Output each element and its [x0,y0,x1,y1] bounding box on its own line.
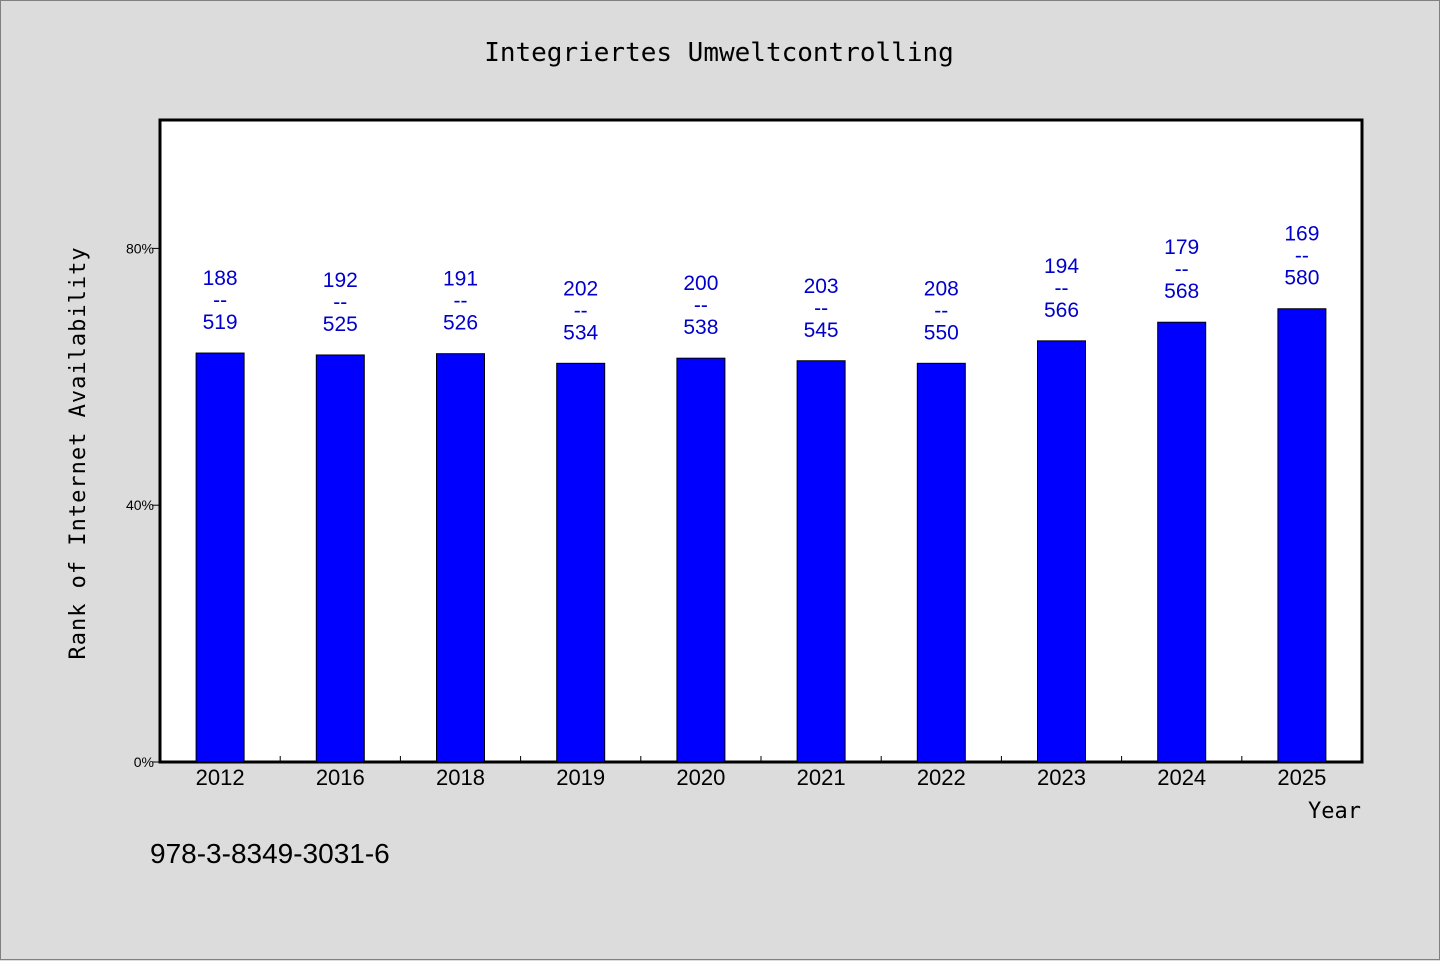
bar [796,360,846,763]
y-tick-label: 0% [134,754,154,770]
x-tick-label: 2012 [196,765,245,790]
data-label-rank: 192 [323,269,358,292]
x-tick-label: 2025 [1277,765,1326,790]
isbn-text: 978-3-8349-3031-6 [150,838,390,869]
data-label-total: 526 [443,312,478,335]
data-label-separator: -- [694,294,708,317]
x-tick-label: 2018 [436,765,485,790]
chart-title: Integriertes Umweltcontrolling [484,38,954,68]
data-label-separator: -- [1295,245,1309,268]
data-label-separator: -- [574,299,588,322]
data-label-total: 519 [203,311,238,334]
bar [1037,340,1086,763]
bar [1277,308,1327,763]
data-label-separator: -- [1175,258,1189,281]
bar [436,353,485,763]
x-tick-label: 2022 [917,765,966,790]
x-tick-label: 2016 [316,765,365,790]
data-label-total: 525 [323,313,358,336]
data-labels: 188--519192--525191--526202--534200--538… [203,223,1320,345]
bar [315,354,365,763]
data-label-rank: 179 [1164,236,1199,259]
data-label-rank: 202 [563,277,598,300]
data-label-rank: 188 [203,267,238,290]
data-label-total: 534 [563,321,598,344]
x-axis: 2012 2016 2018 2019 2020 2021 2022 2023 2024 2025 [196,756,1326,790]
x-tick-label: 2023 [1037,765,1086,790]
data-label-total: 545 [804,319,839,342]
bars [195,308,1327,763]
y-tick-label: 40% [126,497,154,513]
data-label-total: 568 [1164,280,1199,303]
x-tick-label: 2020 [676,765,725,790]
data-label-rank: 208 [924,277,959,300]
x-tick-label: 2021 [797,765,846,790]
y-axis: 0% 40% 80% [126,240,160,770]
data-label-rank: 203 [804,275,839,298]
x-axis-label: Year [1308,799,1361,824]
x-tick-label: 2024 [1157,765,1206,790]
data-label-rank: 191 [443,268,478,291]
data-label-separator: -- [333,291,347,314]
data-label-rank: 200 [683,272,718,295]
bar [195,352,245,763]
bar [1157,321,1207,763]
data-label-separator: -- [814,297,828,320]
data-label-separator: -- [454,290,468,313]
data-label-total: 580 [1284,267,1319,290]
data-label-separator: -- [213,289,227,312]
data-label-separator: -- [934,299,948,322]
bar [916,362,966,763]
bar [676,357,726,763]
data-label-separator: -- [1055,277,1069,300]
data-label-total: 550 [924,321,959,344]
data-label-total: 566 [1044,299,1079,322]
y-axis-label: Rank of Internet Availability [66,246,91,659]
y-tick-label: 80% [126,240,154,256]
data-label-rank: 194 [1044,255,1079,278]
data-label-rank: 169 [1284,223,1319,246]
x-tick-label: 2019 [556,765,605,790]
bar [556,362,606,763]
data-label-total: 538 [683,316,718,339]
